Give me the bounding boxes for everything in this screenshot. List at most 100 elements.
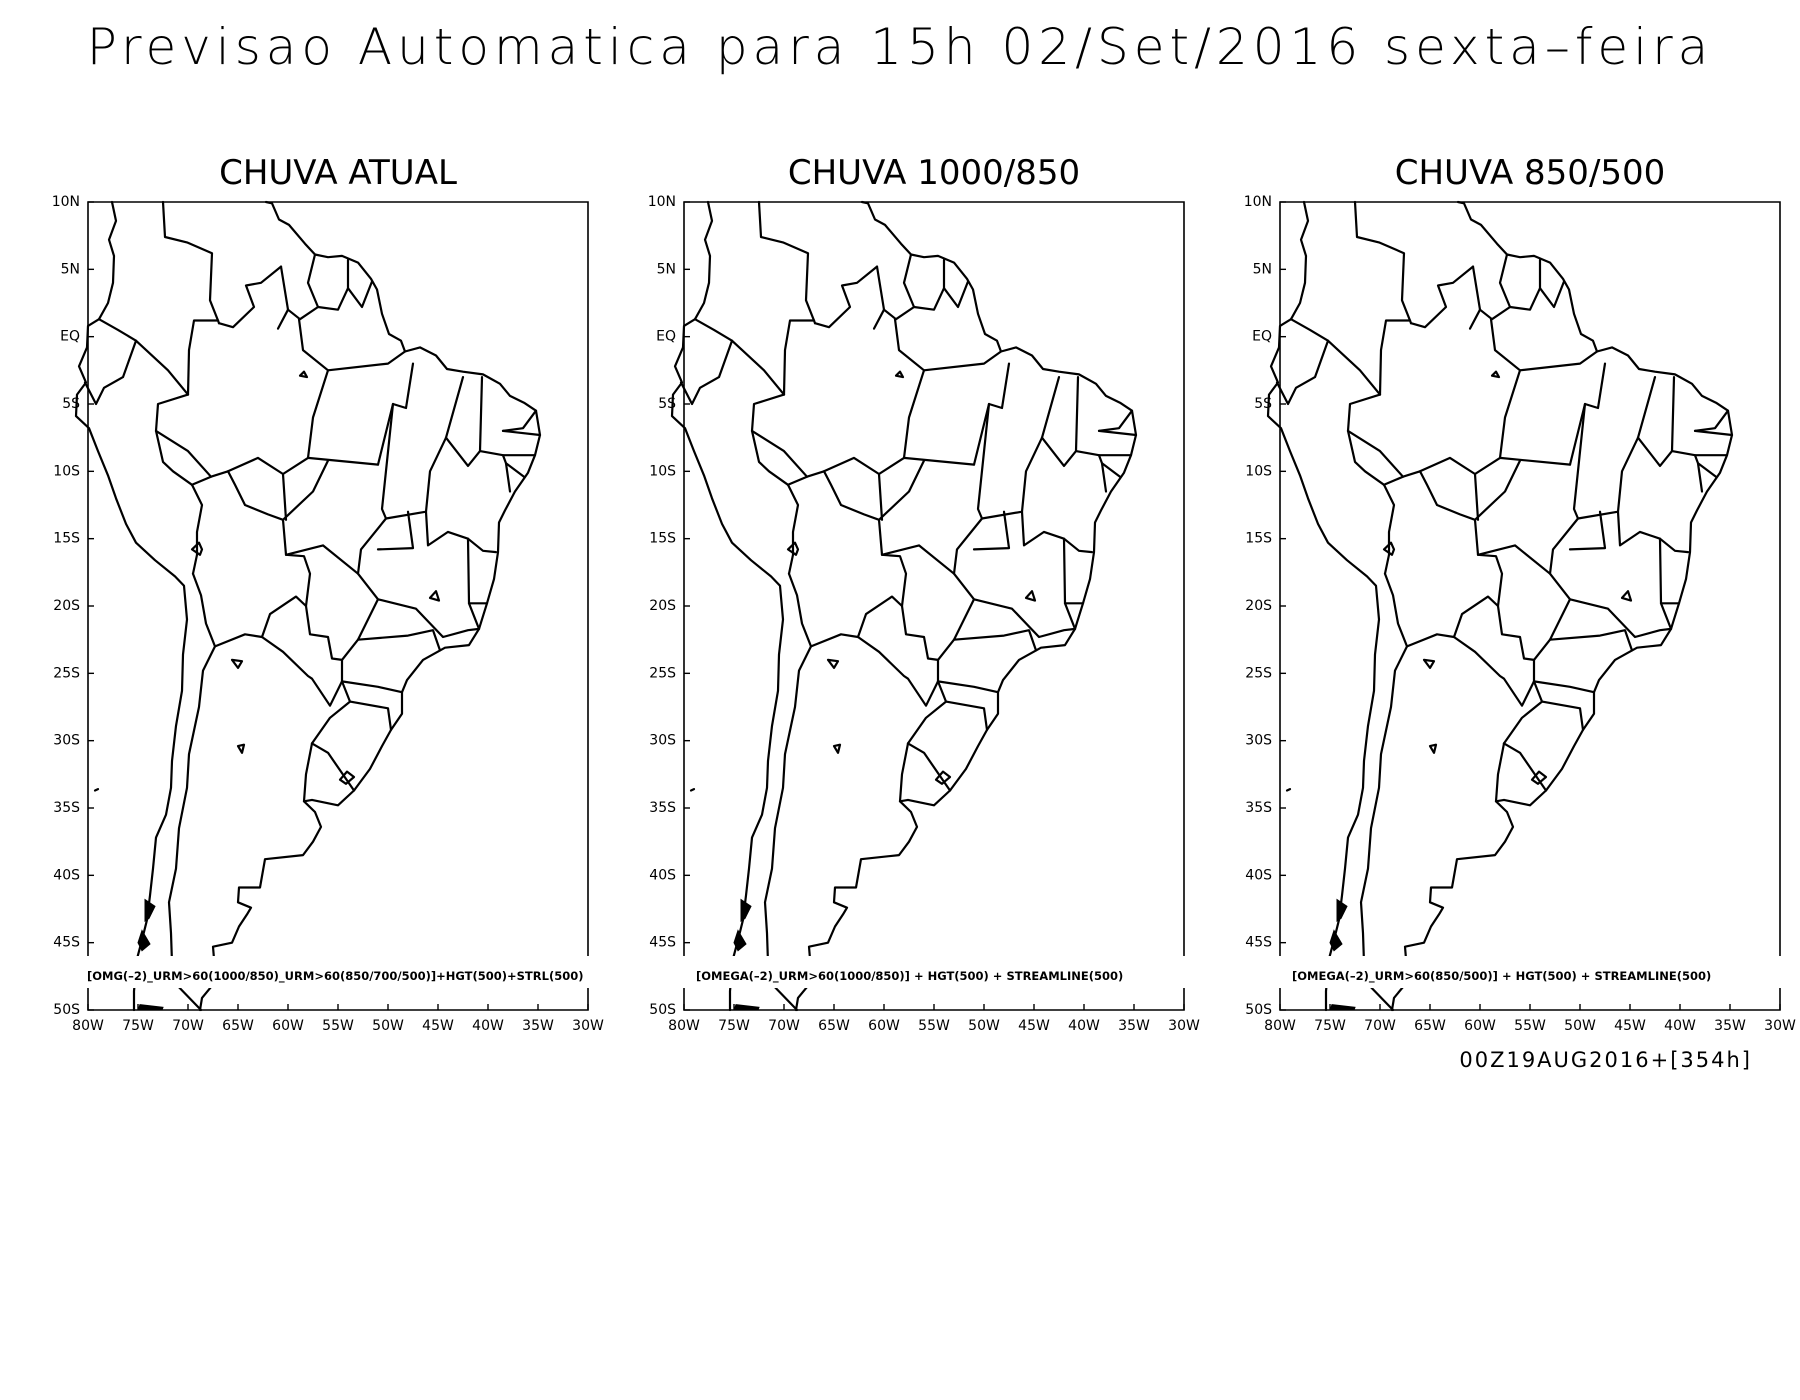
panel-title: CHUVA ATUAL [219,153,457,193]
boundary-line [316,258,350,311]
latitude-tick-label: 30S [53,733,80,749]
boundary-line [154,429,213,478]
longitude-tick-label: 65W [222,1018,254,1034]
latitude-tick-label: 30S [1245,733,1272,749]
longitude-tick-label: 30W [1764,1018,1796,1034]
longitude-tick-label: 60W [272,1018,304,1034]
boundary-line [898,742,910,803]
latitude-tick-label: 15S [53,531,80,547]
latitude-tick-label: 10S [649,463,676,479]
boundary-line [297,318,330,459]
boundary-line [976,376,1061,520]
boundary-line [1409,265,1475,329]
latitude-tick-label: 20S [649,598,676,614]
latitude-tick-label: 50S [1245,1002,1272,1018]
boundary-line [1532,598,1572,661]
lake-outline [1530,770,1548,785]
boundary-line [936,598,976,661]
map-frame [1279,201,1781,1011]
boundary-line [1020,510,1094,554]
lake-outline [1428,743,1438,754]
boundary-line [972,510,1011,551]
boundary-line [302,742,314,803]
island-shape [137,929,151,952]
east-coastline [1390,200,1734,1012]
latitude-tick-label: 40S [53,867,80,883]
boundary-line [356,517,481,639]
longitude-tick-label: 30W [1168,1018,1200,1034]
boundary-line [813,265,879,329]
island-shape [1329,929,1343,952]
latitude-tick-label: EQ [60,329,80,345]
latitude-tick-label: EQ [656,329,676,345]
run-timestamp: 00Z19AUG2016+[354h] [1459,1048,1752,1072]
boundary-line [161,200,220,322]
boundary-line [1548,517,1673,639]
longitude-tick-label: 40W [1068,1018,1100,1034]
latitude-tick-label: 10N [648,194,676,210]
boundary-line [1693,429,1734,437]
latitude-tick-label: 50S [53,1002,80,1018]
boundary-line [340,680,404,694]
longitude-tick-label: 75W [1314,1018,1346,1034]
boundary-line [1496,604,1536,683]
boundary-line [872,308,886,330]
boundary-line [1572,376,1657,520]
panel-caption: [OMEGA(–2)_URM>60(1000/850)] + HGT(500) … [696,969,1123,984]
boundary-line [1494,742,1506,803]
latitude-tick-label: 5N [61,261,80,277]
latitude-tick-label: 10S [53,463,80,479]
boundary-line [952,517,1077,639]
boundary-line [1502,742,1548,792]
boundary-line [284,544,360,575]
lake-outline [1620,590,1633,602]
lake-outline [934,770,952,785]
latitude-tick-label: 50S [649,1002,676,1018]
latitude-tick-label: 45S [1245,935,1272,951]
longitude-tick-label: 45W [1018,1018,1050,1034]
lake-outline [1422,658,1436,669]
south-america-map [74,200,542,1012]
boundary-line [376,510,415,551]
lake-outline [826,658,840,669]
longitude-tick-label: 45W [1614,1018,1646,1034]
longitude-tick-label: 75W [718,1018,750,1034]
island-shape [733,1004,760,1011]
boundary-line [279,253,320,321]
island-shape [1336,898,1348,923]
boundary-line [1346,429,1405,478]
boundary-line [260,635,344,707]
latitude-tick-label: 40S [649,867,676,883]
longitude-tick-label: 40W [1664,1018,1696,1034]
longitude-tick-label: 55W [1514,1018,1546,1034]
boundary-line [466,537,481,630]
boundary-line [424,510,498,554]
boundary-line [1468,308,1482,330]
boundary-line [750,319,817,486]
boundary-line [1097,429,1138,437]
boundary-line [276,308,290,330]
boundary-line [1636,376,1676,467]
boundary-line [478,450,537,457]
map-panel-chuva-atual: CHUVA ATUAL [OMG(–2)_URM>60(1000/850)_UR… [52,153,604,1034]
boundary-line [906,680,948,745]
boundary-line [1062,537,1077,630]
lake-outline [236,743,246,754]
latitude-tick-label: 10N [1244,194,1272,210]
latitude-tick-label: 5N [1253,261,1272,277]
boundary-line [1471,253,1512,321]
lake-outline [1490,370,1501,379]
main-title: Previsao Automatica para 15h 02/Set/2016… [86,18,1714,76]
boundary-line [504,462,512,493]
latitude-tick-label: 40S [1245,867,1272,883]
boundary-line [1489,318,1522,459]
lake-outline [1024,590,1037,602]
latitude-tick-label: 20S [1245,598,1272,614]
boundary-line [1518,350,1599,372]
boundary-line [1540,700,1585,731]
boundary-line [190,483,204,575]
boundary-line [972,362,1011,466]
longitude-tick-label: 70W [768,1018,800,1034]
latitude-tick-label: 15S [1245,531,1272,547]
longitude-tick-label: 55W [918,1018,950,1034]
